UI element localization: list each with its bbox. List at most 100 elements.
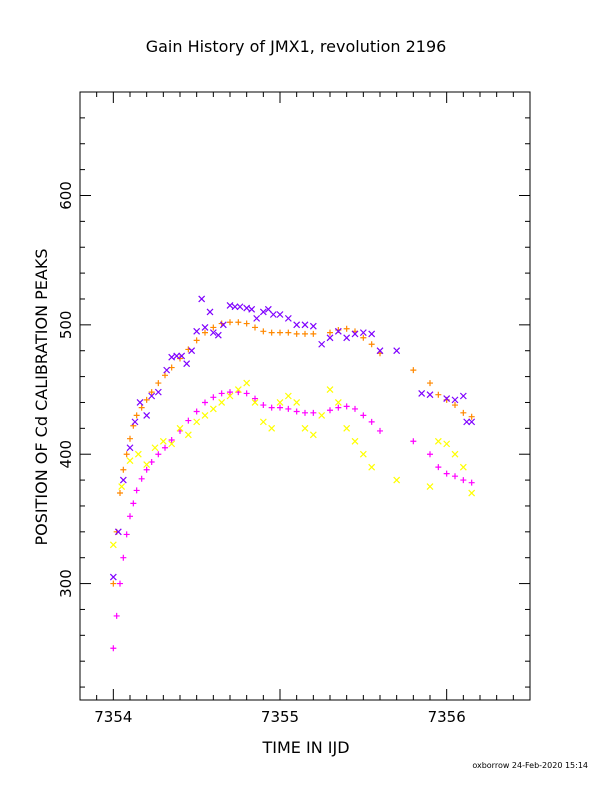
data-point xyxy=(434,437,442,445)
data-point xyxy=(318,340,326,348)
data-point xyxy=(226,302,234,309)
series-3 xyxy=(109,379,476,549)
data-point xyxy=(277,329,283,336)
data-point xyxy=(276,311,284,318)
data-point xyxy=(327,407,333,414)
data-point xyxy=(218,399,226,406)
data-point xyxy=(276,399,284,406)
data-point xyxy=(269,311,277,318)
data-point xyxy=(188,347,196,355)
data-point xyxy=(118,483,126,490)
data-point xyxy=(253,314,261,322)
y-tick-label: 500 xyxy=(57,311,75,340)
data-point xyxy=(335,404,342,411)
data-point xyxy=(351,330,359,338)
data-point xyxy=(168,440,176,448)
data-point xyxy=(252,324,258,331)
data-point xyxy=(460,477,467,484)
data-point xyxy=(210,324,217,331)
series-1 xyxy=(110,389,475,652)
data-point xyxy=(334,399,342,406)
plot-frame xyxy=(79,91,531,701)
data-point xyxy=(452,473,458,480)
data-point xyxy=(252,395,258,402)
data-point xyxy=(226,392,234,400)
data-point xyxy=(113,612,120,619)
data-point xyxy=(202,399,208,406)
data-point xyxy=(418,389,426,397)
data-point xyxy=(260,402,267,409)
data-point xyxy=(209,329,217,337)
y-tick-label: 600 xyxy=(57,181,75,210)
data-point xyxy=(468,489,476,497)
data-point xyxy=(310,330,317,337)
data-point xyxy=(285,329,292,336)
data-point xyxy=(178,352,186,360)
data-point xyxy=(209,405,217,413)
data-point xyxy=(302,409,308,416)
data-point xyxy=(326,334,334,342)
data-point xyxy=(468,418,476,426)
data-point xyxy=(301,321,309,329)
data-point xyxy=(309,431,317,439)
data-point xyxy=(168,436,175,443)
data-point xyxy=(136,399,144,406)
data-point xyxy=(377,427,383,434)
data-point xyxy=(193,408,200,415)
data-point xyxy=(201,324,209,331)
data-point xyxy=(360,334,367,341)
data-point xyxy=(410,367,417,374)
data-point xyxy=(227,319,233,326)
data-point xyxy=(185,417,192,424)
data-point xyxy=(155,380,162,387)
data-point xyxy=(460,409,467,416)
data-point xyxy=(130,500,137,507)
data-point xyxy=(227,389,233,396)
data-point xyxy=(443,470,450,477)
data-point xyxy=(162,444,168,451)
data-point xyxy=(468,479,475,486)
data-point xyxy=(343,403,350,410)
data-point xyxy=(451,450,459,458)
data-point xyxy=(183,360,191,368)
data-point xyxy=(120,466,127,473)
data-point xyxy=(410,438,417,445)
data-point xyxy=(143,461,151,468)
data-point xyxy=(359,329,367,337)
data-point xyxy=(301,424,309,432)
data-point xyxy=(277,404,283,411)
data-point xyxy=(193,327,201,335)
data-point xyxy=(162,372,168,379)
y-axis-label: POSITION OF Cd CALIBRATION PEAKS xyxy=(32,249,51,546)
data-point xyxy=(426,483,434,490)
data-point xyxy=(426,391,434,399)
data-point xyxy=(248,305,256,313)
data-point xyxy=(293,330,300,337)
data-point xyxy=(127,513,133,520)
data-point xyxy=(368,330,376,338)
data-point xyxy=(159,437,167,445)
data-point xyxy=(243,379,251,387)
data-point xyxy=(459,392,467,400)
x-axis-label: TIME IN IJD xyxy=(261,738,349,757)
data-point xyxy=(154,388,162,396)
data-point xyxy=(119,476,127,484)
data-point xyxy=(126,444,134,452)
data-point xyxy=(352,405,358,412)
data-point xyxy=(138,404,145,411)
data-point xyxy=(452,402,458,409)
data-point xyxy=(110,645,117,652)
data-point xyxy=(343,334,351,342)
data-point xyxy=(236,303,244,311)
data-point xyxy=(264,305,272,313)
data-point xyxy=(148,392,156,400)
x-tick-label: 7354 xyxy=(94,708,132,726)
data-point xyxy=(427,380,433,387)
data-point xyxy=(143,411,151,419)
data-point xyxy=(243,390,250,397)
data-point xyxy=(327,329,333,336)
data-point xyxy=(193,418,201,426)
data-point xyxy=(284,314,292,322)
data-point xyxy=(268,329,275,336)
